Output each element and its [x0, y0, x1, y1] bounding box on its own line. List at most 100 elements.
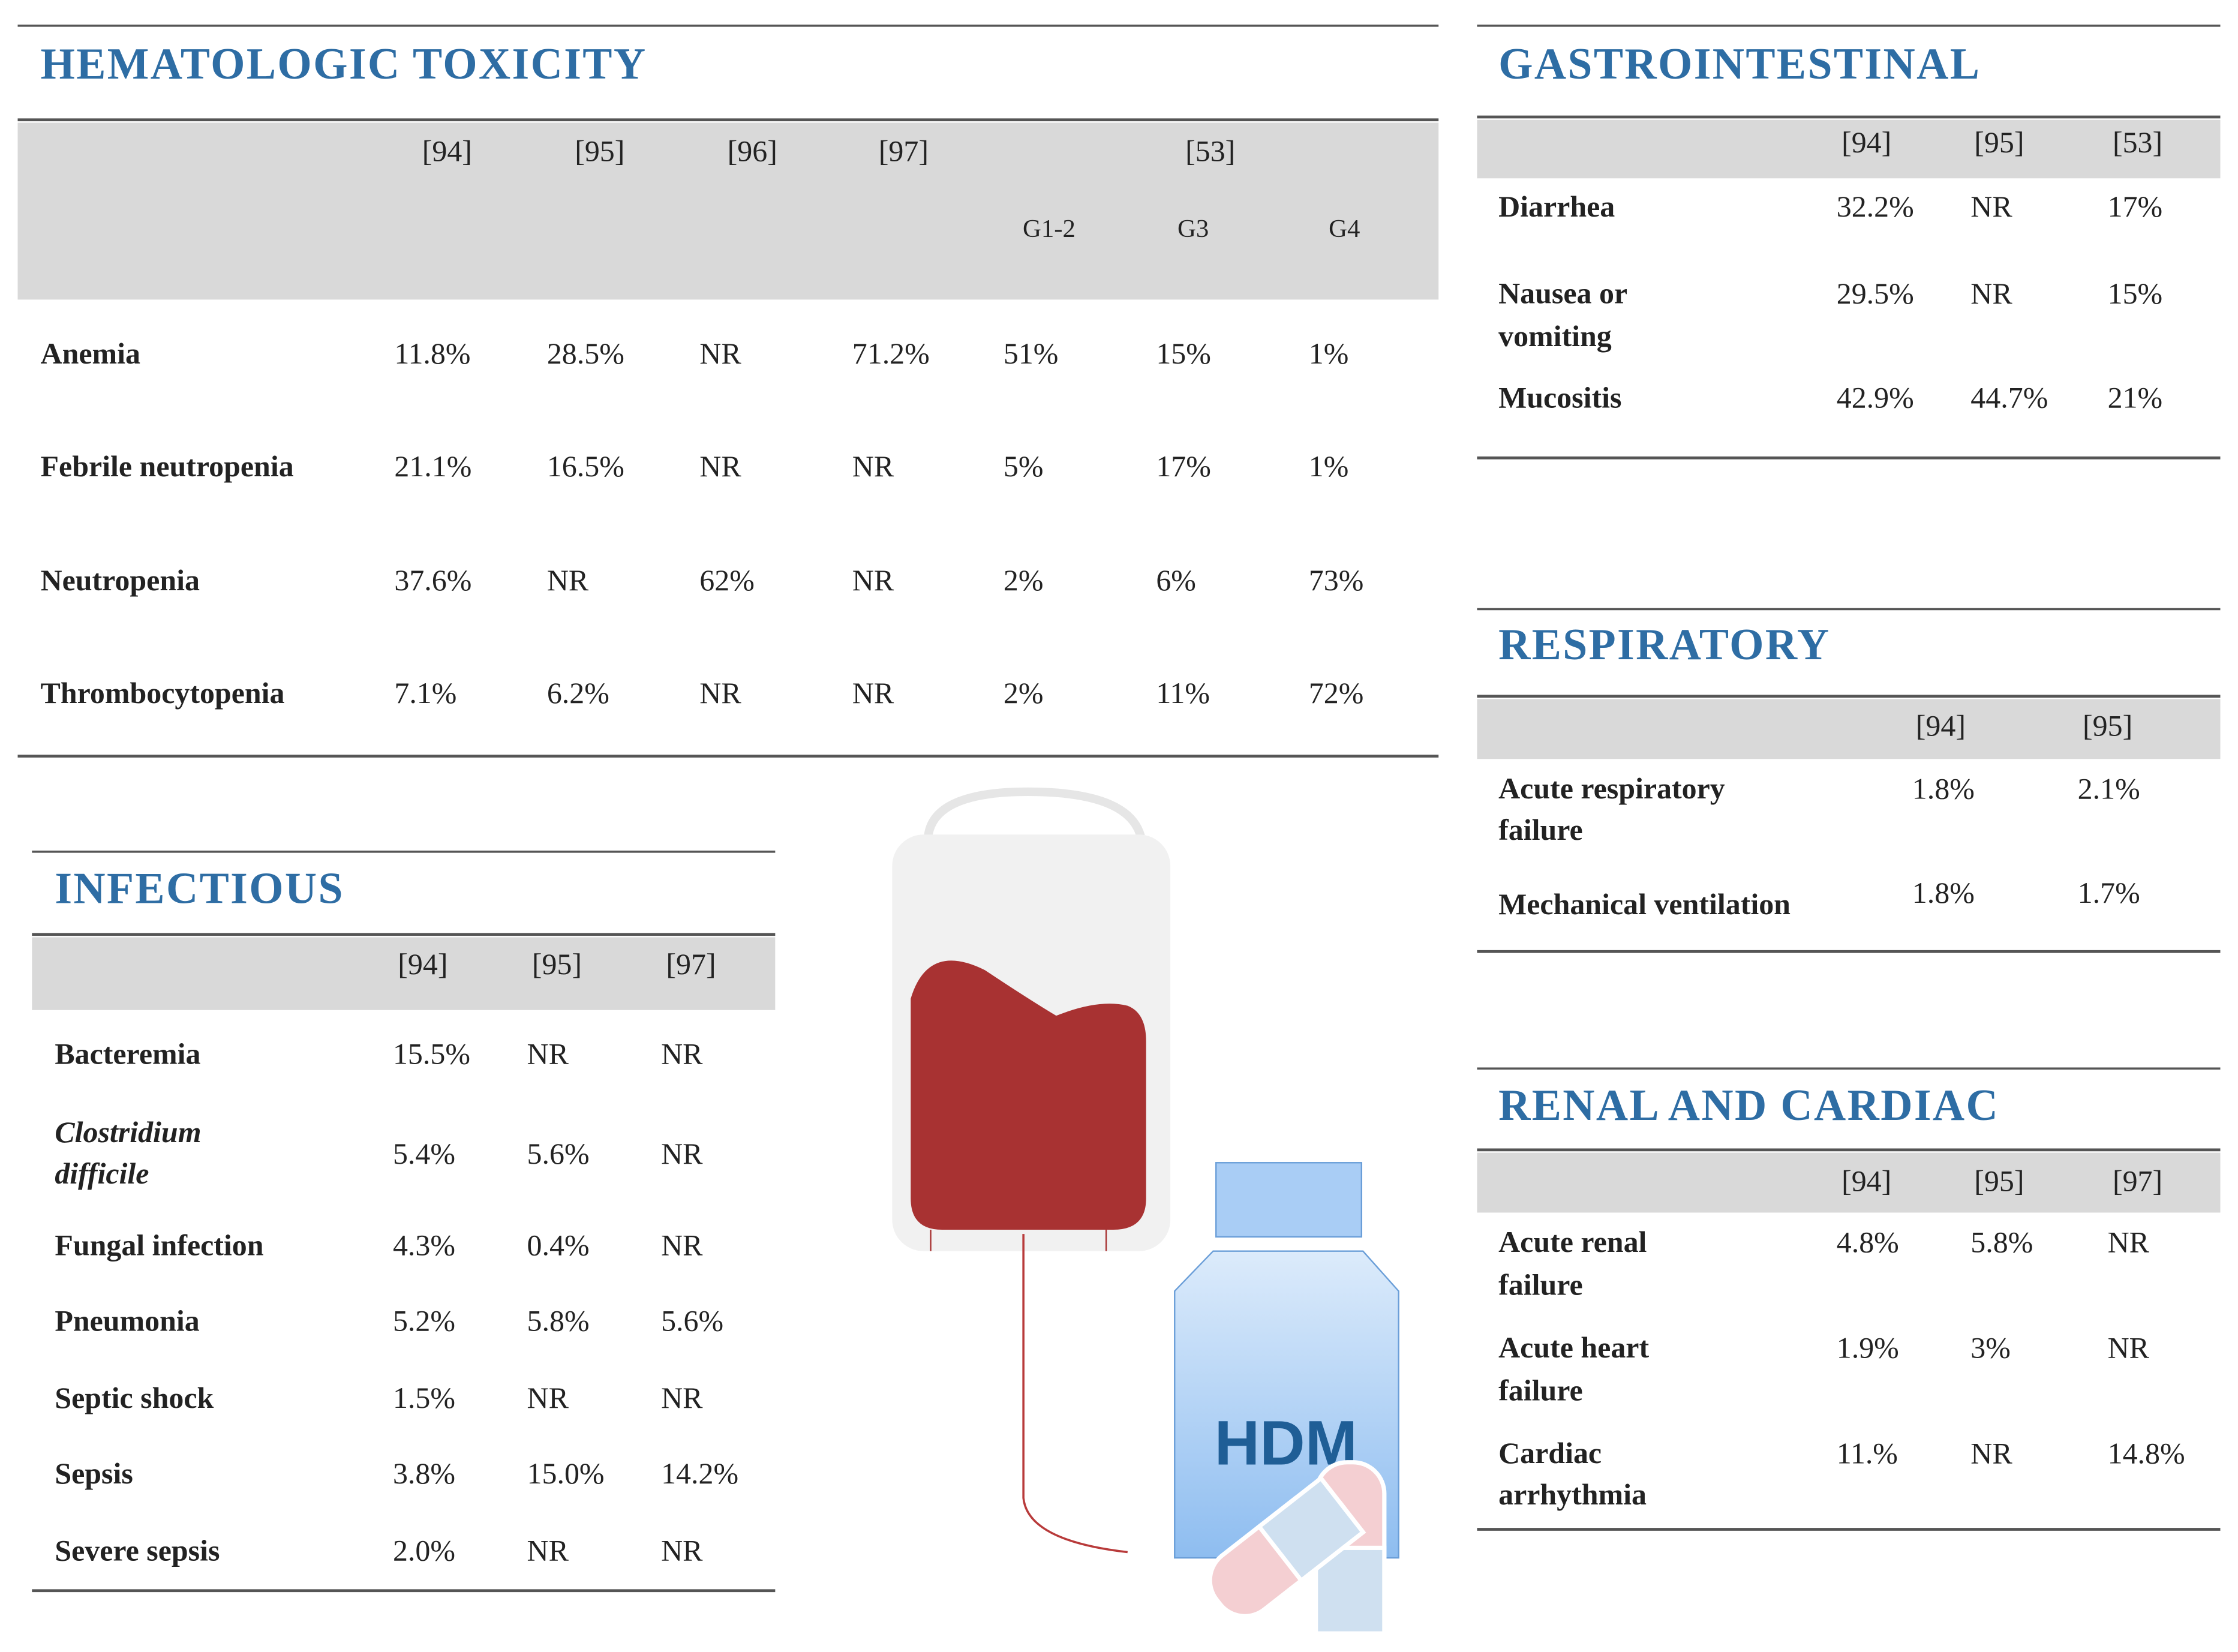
cell-value: 0.4%	[527, 1228, 590, 1261]
column-header: [95]	[532, 947, 582, 981]
column-header: [95]	[2083, 709, 2132, 743]
cell-value: 16.5%	[547, 449, 624, 483]
cell-value: 14.8%	[2108, 1437, 2185, 1470]
cell-value: 15%	[2108, 277, 2163, 310]
cell-value: 15.0%	[527, 1456, 605, 1490]
cell-value: NR	[2108, 1226, 2150, 1259]
cell-value: NR	[661, 1228, 703, 1261]
cell-value: 73%	[1309, 563, 1364, 597]
section-title: HEMATOLOGIC TOXICITY	[41, 39, 647, 88]
cell-value: 11%	[1156, 676, 1210, 710]
cell-value: NR	[1970, 277, 2012, 310]
column-header: [95]	[1974, 125, 2024, 159]
table-section: RESPIRATORY [94] [95] Acute respiratory fail…	[1477, 608, 2221, 953]
cell-value: 1%	[1309, 337, 1349, 370]
cell-value: 3%	[1970, 1331, 2011, 1365]
column-header: [94]	[1842, 125, 1891, 159]
cell-value: 2%	[1004, 563, 1044, 597]
cell-value: 5.8%	[527, 1303, 590, 1337]
row-label: Fungal infection	[55, 1228, 263, 1261]
cell-value: 2.1%	[2078, 771, 2140, 805]
row-label: Acute respiratory failure	[1498, 771, 1725, 846]
section-title: RENAL AND CARDIAC	[1498, 1080, 1999, 1130]
cell-value: NR	[1970, 1437, 2012, 1470]
header-band	[17, 122, 1439, 300]
row-label: Febrile neutropenia	[41, 449, 294, 483]
cell-value: 1%	[1309, 449, 1349, 483]
cell-value: 21.1%	[394, 449, 471, 483]
cell-value: NR	[661, 1137, 703, 1170]
table-section: HEMATOLOGIC TOXICITY [94] [95] [96] [97] [53]…	[17, 25, 1439, 758]
cell-value: 17%	[1156, 449, 1211, 483]
cell-value: 1.8%	[1912, 876, 1975, 909]
cell-value: 6%	[1156, 563, 1196, 597]
cell-value: NR	[527, 1037, 569, 1071]
cell-value: 15%	[1156, 337, 1211, 370]
cell-value: 6.2%	[547, 676, 609, 710]
column-header: [96]	[728, 134, 777, 167]
row-label: Neutropenia	[41, 563, 200, 597]
header-band	[1477, 1152, 2221, 1213]
column-subheader: G3	[1177, 215, 1209, 243]
cell-value: 29.5%	[1837, 277, 1914, 310]
cell-value: NR	[699, 449, 741, 483]
cell-value: 5.8%	[1970, 1226, 2033, 1259]
cell-value: NR	[527, 1533, 569, 1567]
row-label: Severe sepsis	[55, 1533, 220, 1567]
cell-value: 21%	[2108, 381, 2163, 414]
cell-value: 71.2%	[852, 337, 930, 370]
cell-value: NR	[527, 1381, 569, 1414]
row-label: Anemia	[41, 337, 140, 370]
table-section: RENAL AND CARDIAC [94] [95] [97] Acute renal…	[1477, 1067, 2221, 1531]
row-label: Acute renal failure	[1498, 1226, 1647, 1302]
column-header: [95]	[1974, 1164, 2024, 1197]
table-section: INFECTIOUS [94] [95] [97] Bacteremia 15.5% NR N…	[32, 851, 776, 1593]
column-subheader: G1-2	[1023, 215, 1076, 243]
cell-value: NR	[699, 676, 741, 710]
cell-value: 1.7%	[2078, 876, 2140, 909]
cell-value: 1.5%	[393, 1381, 455, 1414]
row-label: Clostridium difficile	[55, 1116, 201, 1191]
cell-value: 5.6%	[527, 1137, 590, 1170]
cell-value: NR	[699, 337, 741, 370]
cell-value: NR	[661, 1037, 703, 1071]
cell-value: 11.%	[1837, 1437, 1898, 1470]
column-header: [94]	[398, 947, 447, 981]
column-header: [97]	[879, 134, 929, 167]
cell-value: 4.3%	[393, 1228, 455, 1261]
row-label: Mucositis	[1498, 381, 1621, 414]
cell-value: NR	[852, 676, 894, 710]
column-header: [97]	[2113, 1164, 2162, 1197]
header-band	[32, 937, 776, 1010]
cell-value: 15.5%	[393, 1037, 470, 1071]
cell-value: 32.2%	[1837, 190, 1914, 223]
cell-value: 5.2%	[393, 1303, 455, 1337]
section-title: INFECTIOUS	[55, 864, 344, 913]
cell-value: 2%	[1004, 676, 1044, 710]
row-label: Sepsis	[55, 1456, 133, 1490]
cell-value: NR	[547, 563, 589, 597]
cell-value: 72%	[1309, 676, 1364, 710]
row-label: Septic shock	[55, 1381, 214, 1414]
section-title: GASTROINTESTINAL	[1498, 39, 1981, 88]
column-header: [53]	[2113, 125, 2162, 159]
row-label: Cardiac arrhythmia	[1498, 1437, 1647, 1512]
cell-value: NR	[661, 1381, 703, 1414]
row-label: Diarrhea	[1498, 190, 1615, 223]
row-label: Pneumonia	[55, 1303, 199, 1337]
header-band	[1477, 699, 2221, 759]
row-label: Bacteremia	[55, 1037, 200, 1071]
cell-value: 62%	[699, 563, 755, 597]
column-header: [94]	[1842, 1164, 1891, 1197]
cell-value: 17%	[2108, 190, 2163, 223]
cell-value: NR	[852, 449, 894, 483]
cell-value: 5.6%	[661, 1303, 723, 1337]
cell-value: 42.9%	[1837, 381, 1914, 414]
table-section: GASTROINTESTINAL [94] [95] [53] Diarrhea 32.2…	[1477, 25, 2221, 459]
column-header: [95]	[575, 134, 624, 167]
column-header: [94]	[422, 134, 472, 167]
cell-value: 3.8%	[393, 1456, 455, 1490]
cell-value: 14.2%	[661, 1456, 738, 1490]
cell-value: 44.7%	[1970, 381, 2048, 414]
